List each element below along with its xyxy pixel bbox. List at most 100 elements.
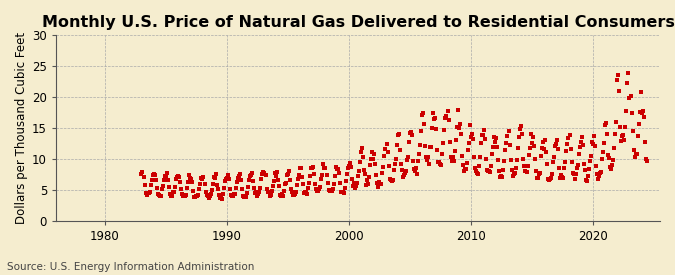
Point — [377, 170, 388, 175]
Point — [221, 177, 232, 181]
Point — [443, 118, 454, 122]
Point — [460, 167, 470, 172]
Point — [595, 171, 605, 175]
Point — [468, 155, 479, 159]
Point — [322, 181, 333, 185]
Point — [354, 160, 365, 164]
Point — [555, 176, 566, 180]
Point — [404, 131, 415, 135]
Point — [576, 134, 587, 139]
Point — [539, 147, 549, 151]
Point — [475, 155, 485, 159]
Y-axis label: Dollars per Thousand Cubic Feet: Dollars per Thousand Cubic Feet — [15, 32, 28, 224]
Point — [610, 132, 621, 137]
Point — [386, 178, 397, 183]
Point — [624, 96, 635, 100]
Point — [501, 141, 512, 145]
Point — [254, 189, 265, 194]
Point — [250, 191, 261, 196]
Point — [149, 173, 160, 177]
Point — [634, 110, 645, 114]
Point — [481, 157, 491, 161]
Point — [499, 159, 510, 163]
Point — [623, 71, 634, 76]
Point — [329, 174, 340, 178]
Point — [273, 184, 284, 188]
Point — [177, 191, 188, 196]
Point — [146, 178, 157, 183]
Point — [230, 191, 240, 196]
Point — [433, 160, 443, 164]
Point — [287, 190, 298, 195]
Point — [439, 128, 450, 132]
Point — [470, 166, 481, 170]
Point — [398, 173, 409, 177]
Point — [414, 152, 425, 156]
Point — [422, 158, 433, 162]
Point — [479, 128, 489, 133]
Point — [392, 133, 403, 138]
Point — [304, 180, 315, 185]
Point — [589, 144, 600, 148]
Point — [259, 170, 270, 175]
Point — [327, 187, 338, 191]
Point — [456, 153, 467, 158]
Point — [477, 133, 487, 137]
Point — [625, 94, 636, 98]
Point — [452, 125, 462, 130]
Point — [378, 164, 389, 169]
Point — [593, 174, 604, 179]
Point — [368, 157, 379, 161]
Point — [242, 191, 252, 195]
Point — [280, 180, 291, 185]
Point — [279, 182, 290, 187]
Point — [508, 172, 519, 176]
Point — [274, 192, 285, 197]
Point — [420, 144, 431, 148]
Point — [290, 192, 300, 196]
Point — [233, 176, 244, 180]
Point — [183, 180, 194, 185]
Point — [502, 134, 513, 139]
Point — [578, 162, 589, 166]
Point — [583, 173, 593, 178]
Point — [209, 175, 219, 179]
Point — [390, 156, 401, 161]
Point — [507, 173, 518, 178]
Point — [175, 180, 186, 184]
Point — [637, 111, 647, 115]
Point — [316, 177, 327, 181]
Point — [311, 187, 322, 192]
Point — [362, 178, 373, 182]
Point — [428, 111, 439, 116]
Point — [533, 176, 543, 180]
Point — [221, 175, 232, 180]
Point — [553, 146, 564, 151]
Point — [376, 182, 387, 186]
Point — [366, 156, 377, 161]
Point — [464, 141, 475, 145]
Point — [335, 189, 346, 194]
Point — [215, 195, 226, 199]
Point — [260, 173, 271, 178]
Point — [354, 169, 364, 173]
Point — [178, 194, 188, 198]
Point — [613, 72, 624, 77]
Point — [583, 167, 594, 172]
Point — [565, 147, 576, 152]
Point — [560, 160, 571, 164]
Point — [491, 136, 502, 140]
Point — [402, 155, 413, 160]
Point — [551, 141, 562, 146]
Point — [184, 173, 194, 177]
Point — [456, 132, 466, 136]
Point — [547, 172, 558, 176]
Point — [314, 187, 325, 192]
Point — [211, 172, 221, 177]
Point — [234, 174, 244, 178]
Point — [595, 170, 606, 174]
Point — [639, 115, 649, 119]
Point — [524, 146, 535, 150]
Point — [512, 145, 523, 150]
Point — [574, 145, 585, 149]
